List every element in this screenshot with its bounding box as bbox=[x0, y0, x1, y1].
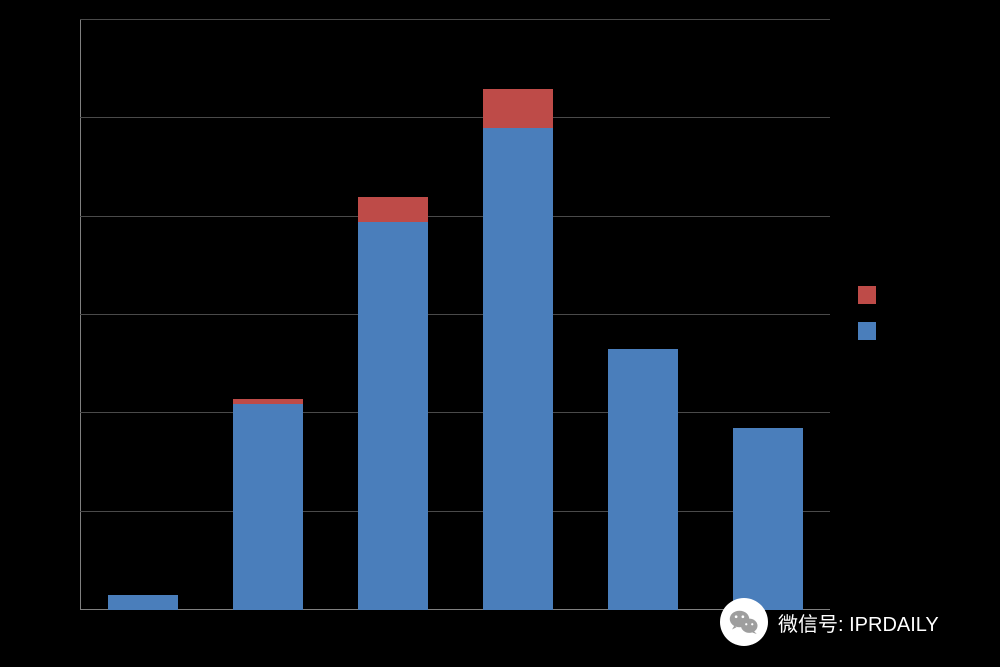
bar-segment-series-blue bbox=[733, 428, 803, 610]
legend bbox=[858, 286, 876, 358]
gridline bbox=[80, 19, 830, 20]
x-axis-line bbox=[80, 609, 830, 610]
legend-swatch bbox=[858, 286, 876, 304]
bar-segment-series-blue bbox=[233, 404, 303, 611]
wechat-icon bbox=[720, 598, 768, 646]
bar bbox=[483, 20, 553, 610]
bar-segment-series-blue bbox=[608, 349, 678, 610]
chart-stage: 微信号: IPRDAILY bbox=[0, 0, 1000, 667]
y-axis-line bbox=[80, 20, 81, 610]
bar bbox=[608, 20, 678, 610]
bar bbox=[733, 20, 803, 610]
bar-segment-series-blue bbox=[108, 595, 178, 610]
bar bbox=[108, 20, 178, 610]
watermark: 微信号: IPRDAILY bbox=[720, 598, 939, 646]
gridline bbox=[80, 314, 830, 315]
gridline bbox=[80, 511, 830, 512]
legend-item-series-red bbox=[858, 286, 876, 304]
bar-segment-series-blue bbox=[483, 128, 553, 610]
bar bbox=[233, 20, 303, 610]
gridline bbox=[80, 117, 830, 118]
plot-area bbox=[80, 20, 830, 610]
legend-swatch bbox=[858, 322, 876, 340]
gridline bbox=[80, 412, 830, 413]
legend-item-series-blue bbox=[858, 322, 876, 340]
bar-segment-series-blue bbox=[358, 222, 428, 610]
gridline bbox=[80, 216, 830, 217]
bar-segment-series-red bbox=[483, 89, 553, 128]
bar-segment-series-red bbox=[233, 399, 303, 404]
bar bbox=[358, 20, 428, 610]
bar-segment-series-red bbox=[358, 197, 428, 222]
watermark-text: 微信号: IPRDAILY bbox=[778, 608, 939, 637]
